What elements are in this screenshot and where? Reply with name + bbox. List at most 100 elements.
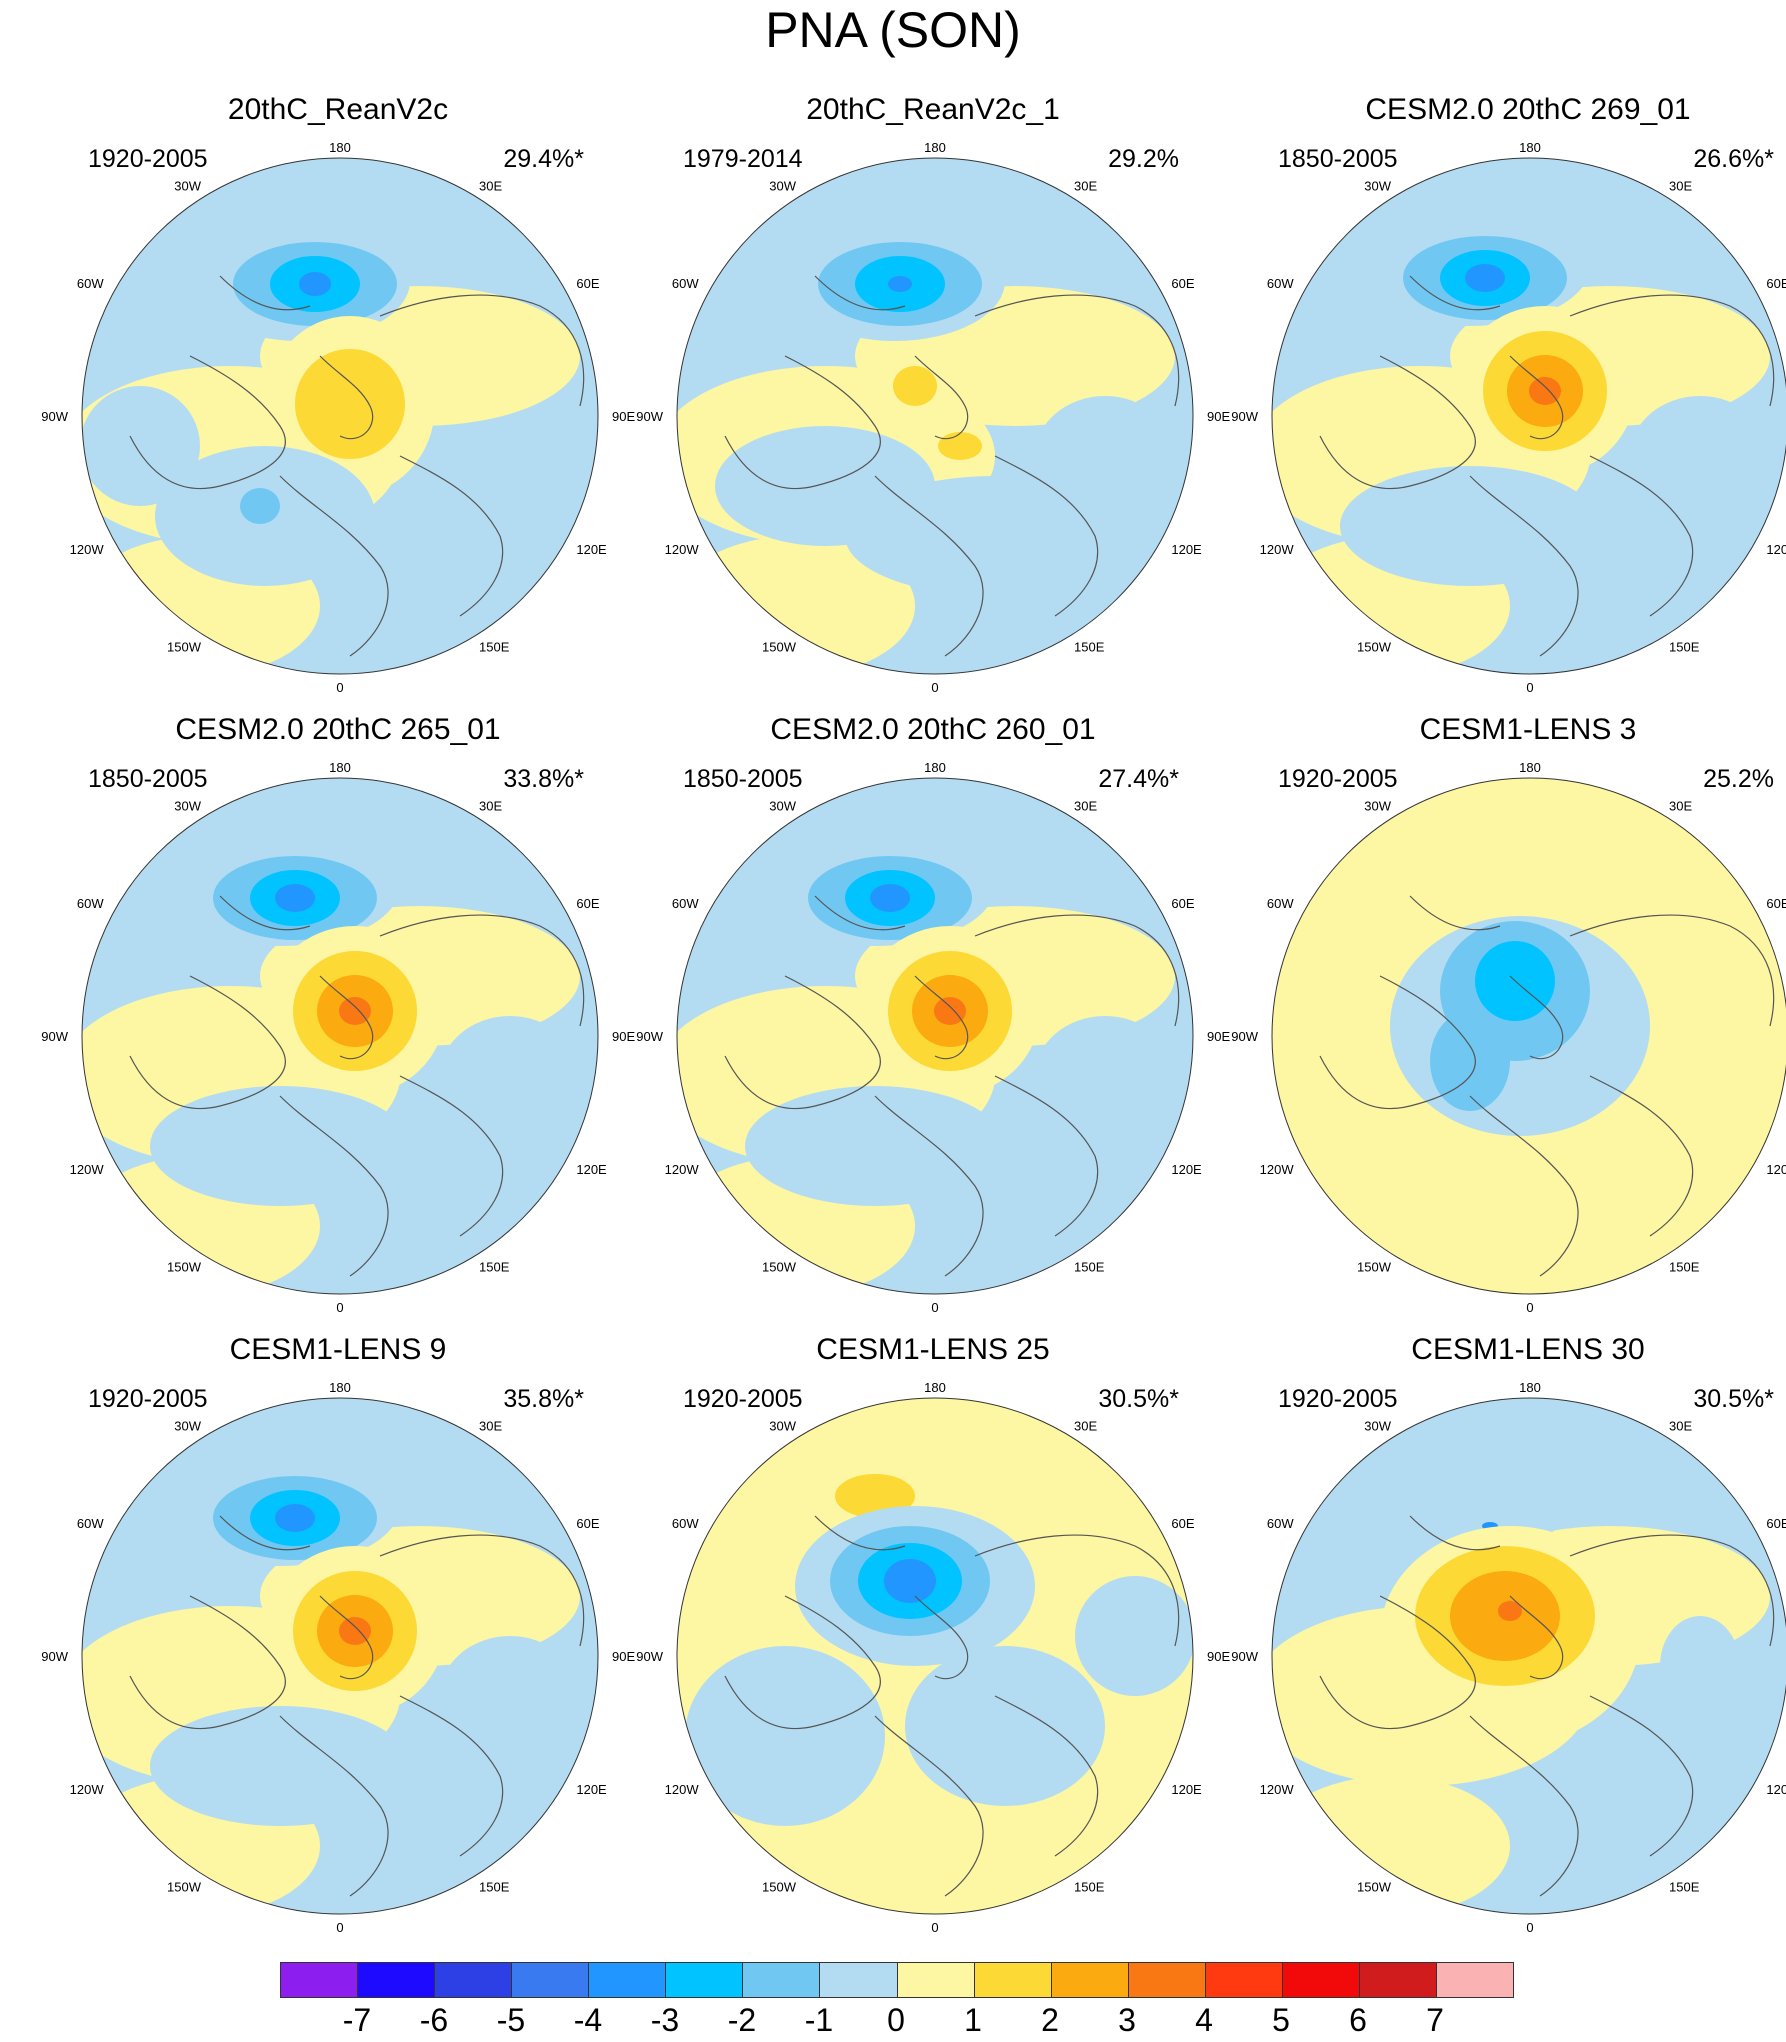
- coastline: [1589, 1075, 1694, 1237]
- panel-percent: 29.4%*: [503, 145, 584, 173]
- panel-title: 20thC_ReanV2c_1: [806, 93, 1060, 126]
- contour-region: [835, 1474, 915, 1518]
- longitude-label: 150W: [762, 1259, 797, 1274]
- coastline: [974, 914, 1180, 1027]
- map-outline: [1271, 1397, 1786, 1915]
- longitude-label: 150W: [1357, 1259, 1392, 1274]
- longitude-label: 90W: [41, 1649, 68, 1664]
- coastline: [814, 275, 906, 311]
- longitude-label: 180: [1519, 140, 1541, 155]
- longitude-label: 120W: [1260, 1782, 1295, 1797]
- map-outline: [81, 777, 599, 1295]
- longitude-label: 150E: [1669, 639, 1700, 654]
- longitude-label: 60W: [77, 1516, 104, 1531]
- map-outline: [676, 157, 1194, 675]
- coastline: [1589, 1695, 1694, 1857]
- contour-region: [685, 1646, 885, 1826]
- longitude-label: 150W: [167, 639, 202, 654]
- panel-percent: 26.6%*: [1693, 145, 1774, 173]
- coastline: [1569, 294, 1775, 407]
- contour-region: [1075, 1576, 1193, 1696]
- longitude-label: 60E: [1766, 896, 1786, 911]
- longitude-label: 60W: [672, 896, 699, 911]
- coastline: [1469, 475, 1579, 657]
- longitude-label: 90W: [636, 1029, 663, 1044]
- longitude-label: 120W: [70, 1782, 105, 1797]
- coastline: [279, 1095, 389, 1277]
- panel-period: 1850-2005: [1278, 145, 1398, 173]
- coastline: [994, 455, 1099, 617]
- longitude-label: 90E: [1207, 409, 1230, 424]
- contour-region: [240, 488, 280, 524]
- contour-region: [1272, 1776, 1510, 1914]
- longitude-label: 60E: [576, 896, 599, 911]
- panel-period: 1850-2005: [683, 765, 803, 793]
- coastline: [319, 975, 374, 1060]
- longitude-label: 180: [1519, 1380, 1541, 1395]
- contour-region: [888, 276, 912, 292]
- colorbar-tick-label: -1: [804, 2002, 834, 2038]
- longitude-label: 30E: [479, 179, 502, 194]
- longitude-label: 30E: [1669, 1419, 1692, 1434]
- longitude-label: 120W: [665, 1162, 700, 1177]
- coastline: [1589, 455, 1694, 617]
- contour-region: [1498, 1601, 1522, 1621]
- longitude-label: 120E: [1766, 1782, 1786, 1797]
- longitude-label: 30W: [174, 1419, 201, 1434]
- panel-period: 1920-2005: [88, 1385, 208, 1413]
- colorbar-tick-label: 4: [1195, 2002, 1213, 2038]
- longitude-label: 120E: [1171, 542, 1202, 557]
- map-outline: [81, 1397, 599, 1915]
- longitude-label: 120W: [665, 1782, 700, 1797]
- coastline: [219, 275, 311, 311]
- longitude-label: 90W: [636, 1649, 663, 1664]
- longitude-label: 120E: [576, 1162, 607, 1177]
- coastline: [1509, 355, 1564, 440]
- coastline: [724, 975, 881, 1110]
- coastline: [379, 294, 585, 407]
- coastline: [279, 1715, 389, 1897]
- contour-region: [1465, 264, 1505, 292]
- coastline: [379, 914, 585, 1027]
- coastline: [319, 1595, 374, 1680]
- colorbar-box: [1128, 1963, 1206, 1997]
- longitude-label: 60W: [1267, 1516, 1294, 1531]
- longitude-label: 150E: [1669, 1879, 1700, 1894]
- longitude-label: 60W: [672, 276, 699, 291]
- longitude-label: 150W: [762, 639, 797, 654]
- panel-period: 1979-2014: [683, 145, 803, 173]
- panel-title: CESM1-LENS 3: [1419, 713, 1637, 746]
- longitude-label: 60E: [1766, 1516, 1786, 1531]
- longitude-label: 180: [329, 140, 351, 155]
- longitude-label: 0: [336, 1920, 343, 1935]
- longitude-label: 60W: [77, 896, 104, 911]
- longitude-label: 60W: [77, 276, 104, 291]
- longitude-label: 60E: [576, 1516, 599, 1531]
- longitude-label: 30W: [769, 1419, 796, 1434]
- map-outline: [676, 1397, 1194, 1915]
- longitude-label: 120E: [576, 542, 607, 557]
- colorbar-box: [1051, 1963, 1129, 1997]
- coastline: [1469, 1095, 1579, 1277]
- panel-percent: 30.5%*: [1693, 1385, 1774, 1413]
- colorbar-tick-label: -5: [496, 2002, 526, 2038]
- colorbar-box: [589, 1963, 667, 1997]
- longitude-label: 0: [931, 1300, 938, 1315]
- colorbar-ticks: -7 -6 -5 -4 -3 -2 -1 0 1 2 3 4 5 6 7: [280, 2000, 1512, 2040]
- longitude-label: 120W: [1260, 1162, 1295, 1177]
- colorbar-tick-label: 7: [1426, 2002, 1444, 2038]
- coastline: [399, 1075, 504, 1237]
- map-outline: [676, 777, 1194, 1295]
- coastline: [1509, 975, 1564, 1060]
- colorbar-tick-label: 5: [1272, 2002, 1290, 2038]
- contour-region: [150, 1706, 410, 1826]
- contour-region: [893, 366, 937, 406]
- longitude-label: 0: [336, 1300, 343, 1315]
- coastline: [1409, 895, 1501, 931]
